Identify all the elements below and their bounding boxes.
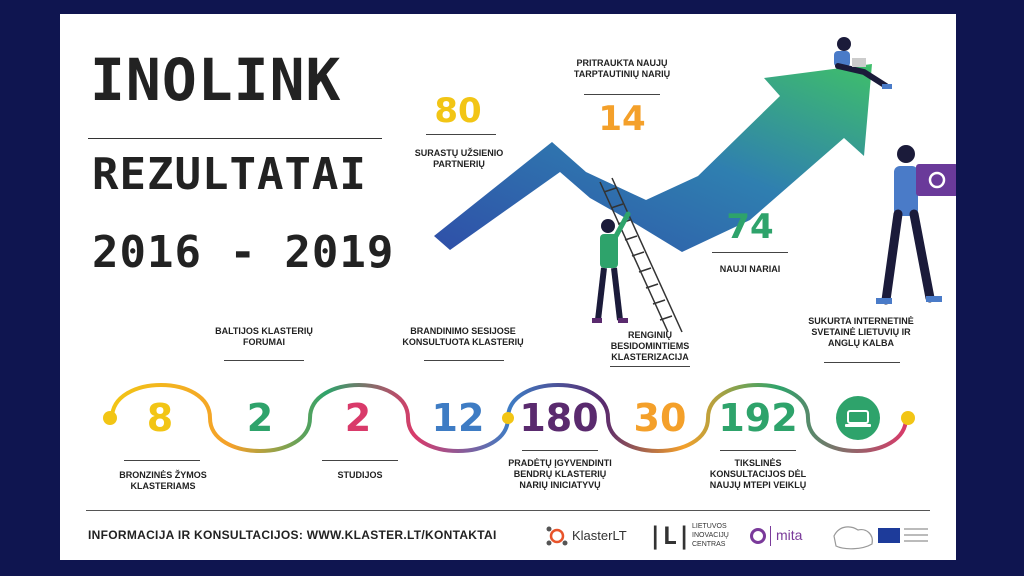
label-renginiu: RENGINIŲ BESIDOMINTIEMS KLASTERIZACIJA [610, 330, 690, 362]
label-tiksliniu: TIKSLINĖS KONSULTACIJOS DĖL NAUJŲ MTEPI … [709, 458, 807, 490]
footer-info-text: INFORMACIJA IR KONSULTACIJOS: WWW.KLASTE… [88, 528, 497, 542]
title-divider [88, 138, 382, 139]
stat-intl-members-value: 14 [598, 99, 646, 139]
growth-arrow-illustration [434, 37, 956, 333]
stat-new-members-label: NAUJI NARIAI [719, 264, 781, 274]
infographic-card: INOLINK REZULTATAI 2016 - 2019 [60, 14, 956, 560]
label-brandinimo: BRANDINIMO SESIJOSE KONSULTUOTA KLASTERI… [402, 326, 524, 347]
person-on-arrow-icon [834, 37, 892, 89]
klasterlt-logo: KlasterLT [546, 524, 636, 548]
footer-divider [86, 510, 930, 511]
underline-bronzines [124, 460, 200, 461]
wave-value-tiksliniu: 192 [718, 396, 798, 440]
underline-brandinimo [424, 360, 504, 361]
wave-value-pradetu: 180 [519, 396, 599, 440]
person-carrying-box-icon [876, 145, 956, 305]
label-bronzines: BRONZINĖS ŽYMOS KLASTERIAMS [119, 470, 207, 491]
stat-partners-underline [426, 134, 496, 135]
label-studijos: STUDIJOS [337, 470, 383, 480]
label-svetaine: SUKURTA INTERNETINĖ SVETAINĖ LIETUVIŲ IR… [808, 316, 914, 348]
stat-new-members-underline [712, 252, 788, 253]
stat-partners-value: 80 [434, 91, 482, 131]
underline-pradetu [522, 450, 598, 451]
wave-value-studijos: 2 [344, 396, 372, 440]
timeline-wave [103, 383, 915, 453]
label-forumai: BALTIJOS KLASTERIŲ FORUMAI [215, 326, 313, 347]
mita-logo: mita [750, 524, 822, 548]
eu-funds-logo [832, 520, 932, 554]
title-line-3: 2016 - 2019 [92, 227, 395, 278]
underline-renginiu [610, 366, 690, 367]
stat-partners-label: SURASTŲ UŽSIENIO PARTNERIŲ [414, 148, 504, 169]
wave-value-renginiu: 30 [633, 396, 687, 440]
wave-value-bronzines: 8 [146, 396, 174, 440]
label-pradetu: PRADĖTŲ ĮGYVENDINTI BENDRŲ KLASTERIŲ NAR… [508, 458, 612, 490]
growth-arrow-icon [434, 64, 872, 252]
wave-value-forumai: 2 [246, 396, 274, 440]
website-badge-icon [836, 396, 880, 440]
underline-studijos [322, 460, 398, 461]
wave-value-brandinimo: 12 [431, 396, 485, 440]
ladder-icon [599, 177, 683, 333]
title-line-2: REZULTATAI [92, 149, 367, 200]
underline-forumai [224, 360, 304, 361]
timeline-mid-dot [502, 412, 514, 424]
lic-logo: |L| LIETUVOS INOVACIJŲ CENTRAS [648, 522, 729, 550]
eu-flag-icon [878, 528, 900, 543]
underline-tiksliniu [720, 450, 796, 451]
timeline-end-dot [901, 411, 915, 425]
underline-svetaine [824, 362, 900, 363]
title-line-1: INOLINK [90, 46, 342, 114]
stat-intl-members-label: PRITRAUKTA NAUJŲ TARPTAUTINIŲ NARIŲ [573, 58, 671, 79]
stat-new-members-value: 74 [726, 207, 774, 247]
stat-intl-members-underline [584, 94, 660, 95]
person-with-ladder-icon [592, 211, 631, 323]
timeline-start-dot [103, 411, 117, 425]
